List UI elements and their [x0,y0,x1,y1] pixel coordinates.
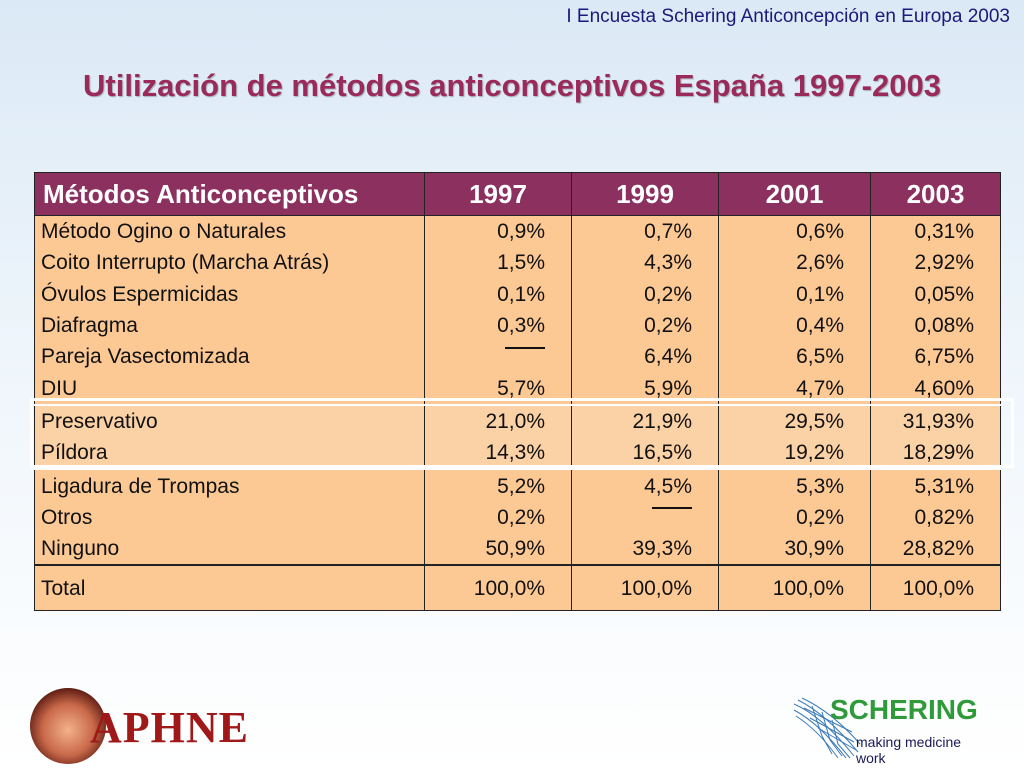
no-data-dash [652,507,692,510]
table-row: Método Ogino o Naturales 0,9% 0,7% 0,6% … [34,215,1001,248]
method-name: DIU [34,372,425,405]
value-2001: 0,6% [718,215,871,248]
value-2003: 0,31% [870,215,1001,248]
header-2001: 2001 [718,172,871,216]
table-row: Ligadura de Trompas 5,2% 4,5% 5,3% 5,31% [34,468,1001,502]
header-1999: 1999 [571,172,719,216]
value-1999: 0,2% [571,278,719,310]
schering-tagline: making medicine work [856,734,962,766]
value-1999: 5,9% [571,372,719,405]
value-1999-dash [571,501,719,533]
method-name: Coito Interrupto (Marcha Atrás) [34,247,425,279]
contraceptive-methods-table-container: Métodos Anticonceptivos 1997 1999 2001 2… [34,172,1001,612]
total-2001: 100,0% [718,564,871,612]
value-1997: 50,9% [424,532,572,566]
table-row: Otros 0,2% 0,2% 0,82% [34,501,1001,533]
total-label: Total [34,564,425,612]
value-2003: 2,92% [870,247,1001,279]
method-name: Preservativo [34,403,425,438]
value-2003: 4,60% [870,372,1001,405]
value-1997: 1,5% [424,247,572,279]
value-1999: 16,5% [571,437,719,470]
value-1999: 4,3% [571,247,719,279]
value-2001: 2,6% [718,247,871,279]
value-2003: 5,31% [870,468,1001,502]
slide-title: Utilización de métodos anticonceptivos E… [83,68,941,103]
value-1997: 0,3% [424,309,572,342]
table-row: Coito Interrupto (Marcha Atrás) 1,5% 4,3… [34,247,1001,279]
table-row: Óvulos Espermicidas 0,1% 0,2% 0,1% 0,05% [34,278,1001,310]
schering-mesh-icon [793,697,861,759]
value-1999: 0,7% [571,215,719,248]
value-1997: 5,2% [424,468,572,502]
value-2003: 0,08% [870,309,1001,342]
survey-header-note: I Encuesta Schering Anticoncepción en Eu… [566,6,1010,27]
daphne-logo: APHNE [30,688,270,764]
value-1999: 0,2% [571,309,719,342]
value-2001: 0,1% [718,278,871,310]
value-2003: 0,82% [870,501,1001,533]
table-row: DIU 5,7% 5,9% 4,7% 4,60% [34,372,1001,405]
value-1999: 21,9% [571,403,719,438]
value-2003: 31,93% [870,403,1001,438]
value-2001: 6,5% [718,341,871,373]
header-1997: 1997 [424,172,572,216]
value-2003: 28,82% [870,532,1001,566]
schering-logo: SCHERING making medicine work [792,690,992,766]
total-2003: 100,0% [870,564,1001,612]
method-name: Diafragma [34,309,425,342]
method-name: Otros [34,501,425,533]
value-2001: 29,5% [718,403,871,438]
value-2001: 30,9% [718,532,871,566]
value-2001: 0,2% [718,501,871,533]
table-row: Diafragma 0,3% 0,2% 0,4% 0,08% [34,309,1001,342]
value-2003: 0,05% [870,278,1001,310]
value-2003: 6,75% [870,341,1001,373]
table-row: Píldora 14,3% 16,5% 19,2% 18,29% [34,437,1001,470]
value-1997: 14,3% [424,437,572,470]
value-1997: 5,7% [424,372,572,405]
value-2001: 5,3% [718,468,871,502]
value-1997: 0,1% [424,278,572,310]
value-1997: 0,2% [424,501,572,533]
value-1997: 21,0% [424,403,572,438]
method-name: Ninguno [34,532,425,566]
method-name: Ligadura de Trompas [34,468,425,502]
value-2001: 0,4% [718,309,871,342]
value-1997-dash [424,341,572,373]
table-total-row: Total 100,0% 100,0% 100,0% 100,0% [34,564,1001,612]
value-1999: 4,5% [571,468,719,502]
total-1997: 100,0% [424,564,572,612]
value-2001: 19,2% [718,437,871,470]
table-row: Ninguno 50,9% 39,3% 30,9% 28,82% [34,532,1001,566]
table-row: Preservativo 21,0% 21,9% 29,5% 31,93% [34,403,1001,438]
value-2001: 4,7% [718,372,871,405]
method-name: Píldora [34,437,425,470]
total-1999: 100,0% [571,564,719,612]
contraceptive-methods-table: Métodos Anticonceptivos 1997 1999 2001 2… [34,172,1001,612]
daphne-face-icon [30,688,106,764]
header-2003: 2003 [870,172,1001,216]
header-methods: Métodos Anticonceptivos [34,172,425,216]
method-name: Óvulos Espermicidas [34,278,425,310]
daphne-wordmark: APHNE [90,703,249,752]
table-header-row: Métodos Anticonceptivos 1997 1999 2001 2… [34,172,1001,216]
method-name: Pareja Vasectomizada [34,341,425,373]
value-1999: 6,4% [571,341,719,373]
schering-wordmark: SCHERING [830,694,978,725]
value-2003: 18,29% [870,437,1001,470]
no-data-dash [505,346,545,349]
method-name: Método Ogino o Naturales [34,215,425,248]
table-row: Pareja Vasectomizada 6,4% 6,5% 6,75% [34,341,1001,373]
value-1999: 39,3% [571,532,719,566]
value-1997: 0,9% [424,215,572,248]
